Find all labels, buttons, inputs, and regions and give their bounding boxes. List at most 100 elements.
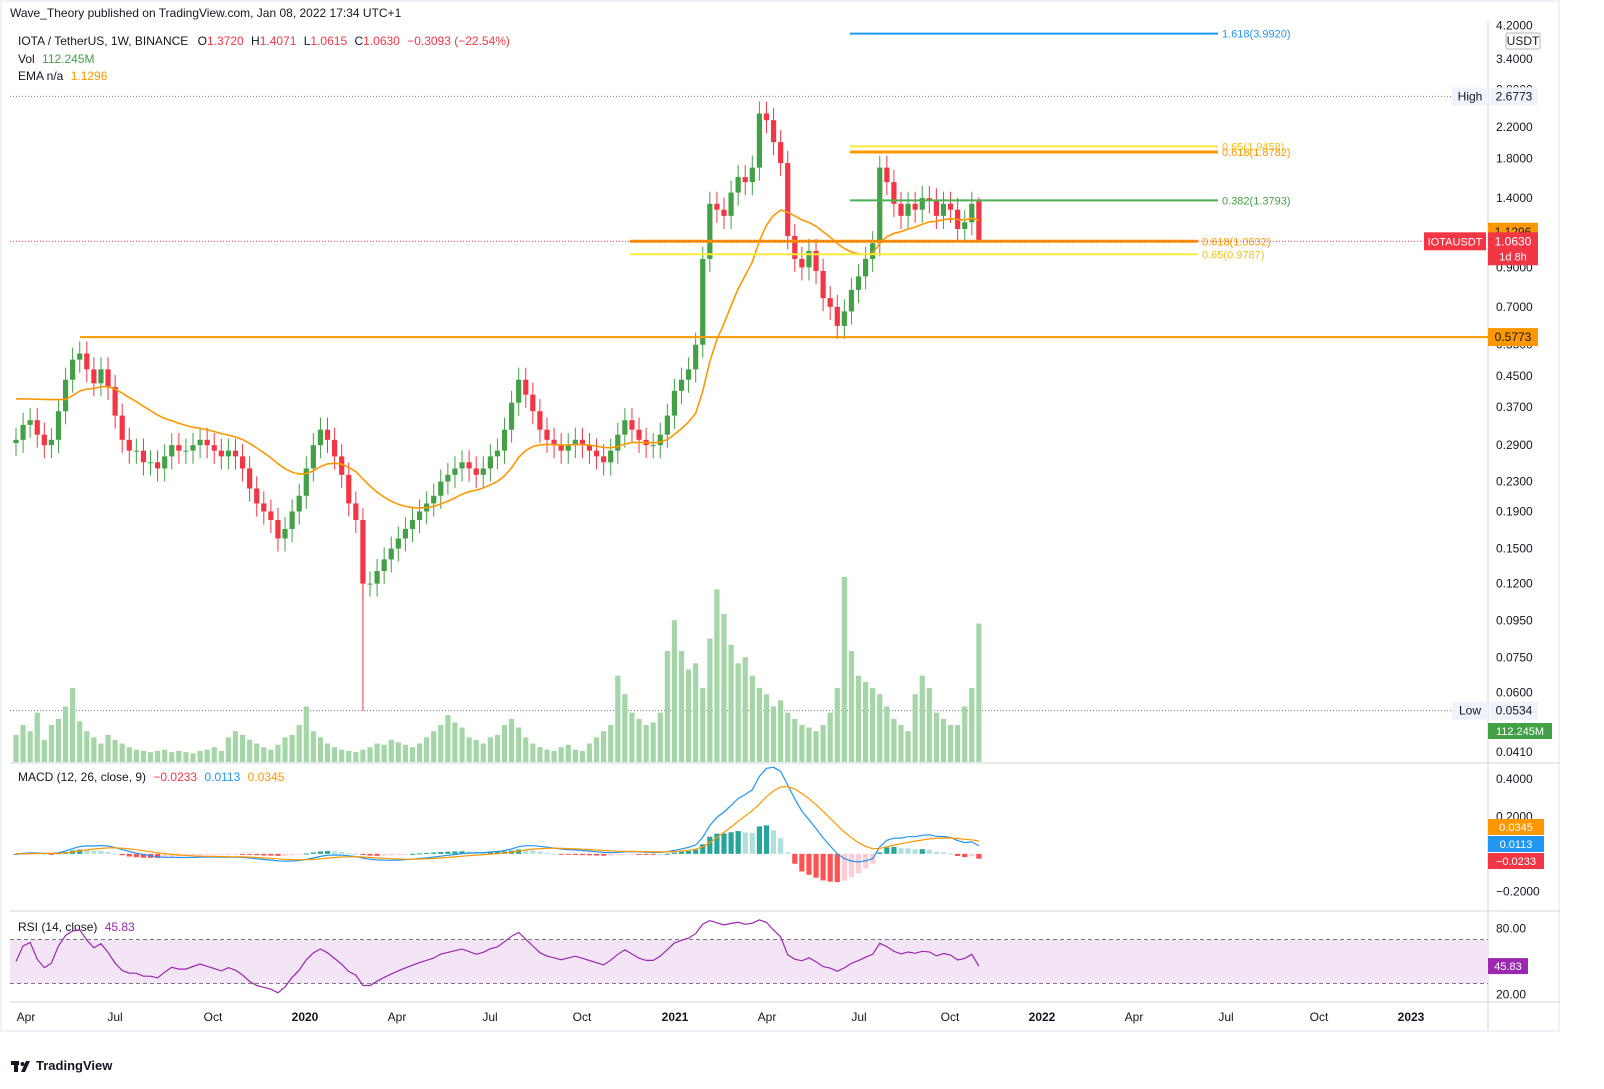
candle-body xyxy=(34,420,40,435)
volume-bar xyxy=(395,742,401,762)
volume-bar xyxy=(232,731,239,762)
volume-bar xyxy=(905,731,911,762)
fib-level-label: 0.382(1.3793) xyxy=(1222,195,1291,207)
macd-histogram-bar xyxy=(721,833,727,854)
volume-bar xyxy=(204,749,210,762)
candle-body xyxy=(155,462,161,469)
low-badge-value: 0.0534 xyxy=(1496,704,1533,718)
candle-body xyxy=(126,439,132,451)
candle-body xyxy=(133,450,139,452)
candle-body xyxy=(268,511,274,520)
candle-body xyxy=(367,583,373,585)
candle-body xyxy=(119,415,125,440)
volume-bar xyxy=(402,744,408,762)
candle-body xyxy=(360,519,366,584)
candle-body xyxy=(409,519,416,529)
macd-histogram-bar xyxy=(792,853,798,864)
macd-histogram-bar xyxy=(346,852,352,854)
candle-body xyxy=(13,439,19,443)
level-badge xyxy=(1488,328,1538,347)
macd-histogram-bar xyxy=(530,850,536,854)
candle-body xyxy=(848,289,855,312)
volume-bar xyxy=(523,737,529,762)
candle-body xyxy=(657,434,663,446)
macd-histogram-bar xyxy=(516,849,522,854)
volume-bar xyxy=(509,718,515,762)
macd-histogram-bar xyxy=(13,853,19,855)
candle-body xyxy=(615,434,621,451)
volume-bar xyxy=(353,752,359,762)
time-tick-label: Apr xyxy=(1125,1010,1144,1024)
volume-bar xyxy=(254,743,260,762)
volume-bar xyxy=(317,737,324,762)
volume-bar xyxy=(530,743,536,762)
volume-bar xyxy=(785,712,791,762)
candle-body xyxy=(438,481,444,496)
volume-bar xyxy=(742,657,748,762)
tradingview-brand[interactable]: TradingView xyxy=(10,1058,112,1073)
volume-bar xyxy=(820,725,826,762)
macd-histogram-bar xyxy=(636,853,642,855)
volume-bar xyxy=(565,744,571,762)
candle-body xyxy=(324,429,331,440)
fib-level-label: 1.618(3.9920) xyxy=(1222,29,1291,41)
rsi-legend: RSI (14, close) 45.83 xyxy=(18,920,135,934)
macd-histogram-bar xyxy=(268,853,274,856)
candle-body xyxy=(700,258,706,345)
macd-histogram-bar xyxy=(785,852,791,854)
volume-label[interactable]: Vol xyxy=(18,52,35,66)
tradingview-logo-icon xyxy=(11,1060,30,1072)
candle-body xyxy=(863,258,869,277)
macd-histogram-bar xyxy=(657,853,663,855)
ema-label[interactable]: EMA n/a xyxy=(18,69,64,83)
macd-histogram-bar xyxy=(877,852,883,854)
macd-histogram-bar xyxy=(770,830,777,854)
time-tick-label: Oct xyxy=(573,1010,592,1024)
candle-body xyxy=(339,456,345,475)
brand-name: TradingView xyxy=(36,1058,113,1073)
candle-body xyxy=(218,450,224,457)
volume-bar xyxy=(282,737,288,762)
candle-body xyxy=(402,528,408,539)
volume-bar xyxy=(622,694,628,762)
candle-body xyxy=(77,353,83,360)
volume-bar xyxy=(693,663,699,762)
macd-histogram-bar xyxy=(898,848,904,854)
macd-histogram-bar xyxy=(714,833,720,854)
macd-histogram-bar xyxy=(891,846,897,854)
macd-histogram-bar xyxy=(261,853,267,856)
volume-bar xyxy=(494,734,501,762)
candle-body xyxy=(296,495,302,512)
candle-body xyxy=(976,201,982,242)
macd-histogram-bar xyxy=(162,853,168,858)
last-price-badge xyxy=(1488,232,1538,266)
volume-bar xyxy=(62,706,69,762)
candle-body xyxy=(742,177,748,183)
candle-body xyxy=(509,402,515,430)
symbol-name[interactable]: IOTA / TetherUS, 1W, BINANCE xyxy=(18,34,189,48)
macd-label[interactable]: MACD (12, 26, close, 9) xyxy=(18,770,147,784)
macd-signal-line xyxy=(16,785,979,861)
candle-body xyxy=(749,167,755,183)
volume-bar xyxy=(374,743,380,762)
volume-bar xyxy=(707,638,713,762)
candle-body xyxy=(622,420,628,435)
volume-badge-value: 112.245M xyxy=(1496,726,1544,738)
candle-body xyxy=(204,439,210,446)
candle-body xyxy=(70,359,76,380)
macd-histogram-bar xyxy=(905,848,911,854)
macd-histogram-bar xyxy=(360,853,366,855)
macd-histogram-bar xyxy=(225,853,231,855)
rsi-line xyxy=(15,919,980,994)
macd-line xyxy=(15,766,980,863)
volume-bar xyxy=(714,589,720,762)
volume-bar xyxy=(940,718,947,762)
price-tick-label: 3.4000 xyxy=(1496,52,1533,66)
volume-bar xyxy=(360,749,366,762)
macd-histogram-bar xyxy=(664,853,670,855)
price-tick-label: 1.8000 xyxy=(1496,152,1533,166)
candle-body xyxy=(870,243,876,259)
volume-bar xyxy=(133,749,139,762)
candle-body xyxy=(459,462,465,469)
